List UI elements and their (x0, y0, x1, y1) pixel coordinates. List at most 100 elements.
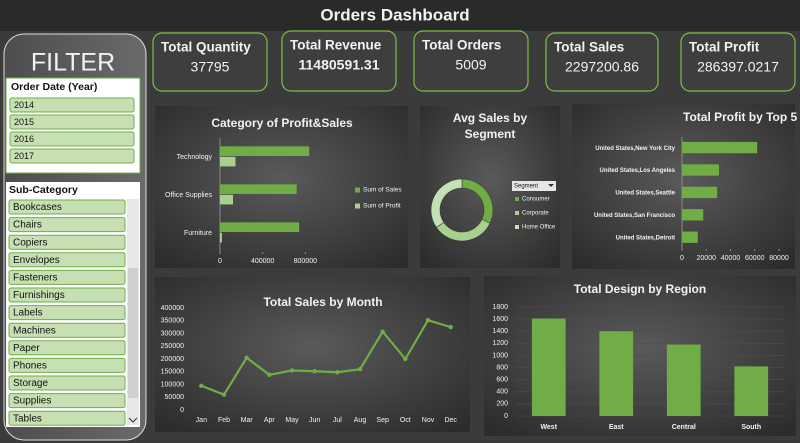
slicer-item-label[interactable]: Storage (13, 378, 48, 389)
bar (220, 194, 234, 205)
chart-title: Total Profit by Top 5 Cities (683, 110, 800, 124)
slicer-item[interactable] (8, 357, 126, 373)
bar (220, 184, 297, 194)
marker (425, 318, 431, 323)
legend-title-box[interactable] (512, 181, 556, 191)
marker (312, 369, 317, 374)
slicer-item[interactable] (9, 114, 135, 130)
y-tick-label: 1200 (492, 340, 508, 347)
slicer-item-label[interactable]: Phones (13, 361, 47, 372)
pie-slice (430, 178, 463, 228)
bar (220, 156, 236, 167)
x-tick-label: Aug (354, 417, 367, 424)
kpi-label: Total Quantity (161, 40, 251, 55)
bar (734, 366, 769, 416)
slicer-item[interactable] (8, 199, 126, 215)
slicer-item[interactable] (8, 252, 126, 268)
kpi-value: 5009 (455, 57, 486, 73)
marker (244, 355, 249, 360)
line (200, 318, 451, 397)
slicer-item[interactable] (9, 131, 135, 147)
slicer-item[interactable] (8, 410, 126, 426)
y-tick-label: 200 (496, 401, 508, 408)
x-tick-label: 60000 (745, 255, 765, 262)
slicer-item-label[interactable]: Fasteners (13, 273, 57, 284)
slicer-item[interactable] (8, 234, 126, 250)
scroll-thumb[interactable] (128, 268, 138, 398)
category-label: United States,Detroit (616, 235, 675, 241)
slicer-item-label[interactable]: Supplies (13, 396, 51, 407)
kpi-card (680, 32, 796, 92)
slicer-item[interactable] (8, 375, 126, 391)
marker (267, 372, 272, 378)
x-tick-label: Apr (264, 417, 276, 424)
slicer-item[interactable] (8, 393, 126, 409)
y-tick-label: 1400 (492, 328, 508, 335)
category-label: Furniture (184, 230, 212, 237)
slicer-item-label[interactable]: 2015 (14, 117, 34, 127)
legend-label: Sum of Sales (363, 187, 402, 194)
legend-swatch (355, 203, 360, 209)
x-tick-label: 400000 (251, 258, 274, 265)
y-tick-label: 300000 (161, 330, 184, 337)
chart-panel (572, 104, 795, 269)
x-tick-label: Sep (376, 417, 389, 424)
bar (682, 141, 758, 154)
slicer-item[interactable] (8, 287, 126, 303)
title-bar (0, 0, 800, 31)
slicer-item[interactable] (8, 340, 126, 356)
bar (682, 186, 718, 199)
x-tick-label: May (285, 417, 299, 424)
marker (221, 392, 227, 397)
y-tick-label: 150000 (161, 369, 184, 376)
slicer-item-label[interactable]: Machines (13, 325, 56, 336)
kpi-card (413, 30, 529, 92)
slicer-item-label[interactable]: Envelopes (13, 255, 60, 266)
y-tick-label: 400 (496, 389, 508, 396)
slicer-item[interactable] (8, 305, 126, 321)
category-label: Office Supplies (165, 192, 212, 199)
slicer-item-label[interactable]: Furnishings (13, 290, 65, 301)
slicer-item[interactable] (8, 217, 126, 233)
slicer-item-label[interactable]: Copiers (13, 237, 47, 248)
x-tick-label: Mar (241, 417, 254, 424)
slicer-item-label[interactable]: Tables (13, 413, 42, 424)
slicer-item-label[interactable]: 2014 (14, 100, 34, 110)
bar (220, 222, 300, 232)
slicer-item-label[interactable]: Labels (13, 308, 42, 319)
kpi-value: 286397.0217 (697, 59, 779, 75)
slicer-title: Sub-Category (9, 184, 78, 196)
slicer-item-label[interactable]: 2016 (14, 134, 34, 144)
slicer-item-label[interactable]: Paper (13, 343, 40, 354)
y-tick-label: 1800 (492, 304, 508, 311)
kpi-value: 2297200.86 (565, 59, 639, 75)
slicer-item[interactable] (9, 148, 135, 164)
bar (682, 231, 698, 243)
slicer-item-label[interactable]: Chairs (13, 220, 42, 231)
y-tick-label: 250000 (161, 343, 184, 350)
slicer-item-label[interactable]: Bookcases (13, 202, 62, 213)
category-label: United States,Los Angeles (600, 168, 676, 174)
x-tick-label: Jul (333, 417, 342, 424)
x-tick-label: 0 (218, 258, 222, 265)
legend-title[interactable]: Segment (514, 184, 538, 190)
marker (289, 368, 295, 373)
bar (682, 209, 704, 221)
kpi-value: 37795 (191, 59, 230, 75)
marker (403, 356, 408, 362)
slicer-item[interactable] (8, 322, 126, 338)
x-tick-label: Oct (400, 417, 411, 424)
legend-swatch (515, 211, 519, 215)
dropdown-arrow[interactable] (548, 184, 554, 187)
bar (531, 318, 566, 416)
slicer-item[interactable] (8, 269, 126, 285)
chart-title: Category of Profit&Sales (211, 116, 353, 130)
legend-label: Consumer (522, 197, 550, 203)
slicer-item[interactable] (9, 97, 135, 113)
slicer-item-label[interactable]: 2017 (14, 151, 34, 161)
legend-swatch (355, 187, 360, 193)
kpi-label: Total Orders (422, 38, 501, 53)
slicer-title: Order Date (Year) (11, 81, 97, 93)
scroll-arrow[interactable] (128, 417, 138, 423)
